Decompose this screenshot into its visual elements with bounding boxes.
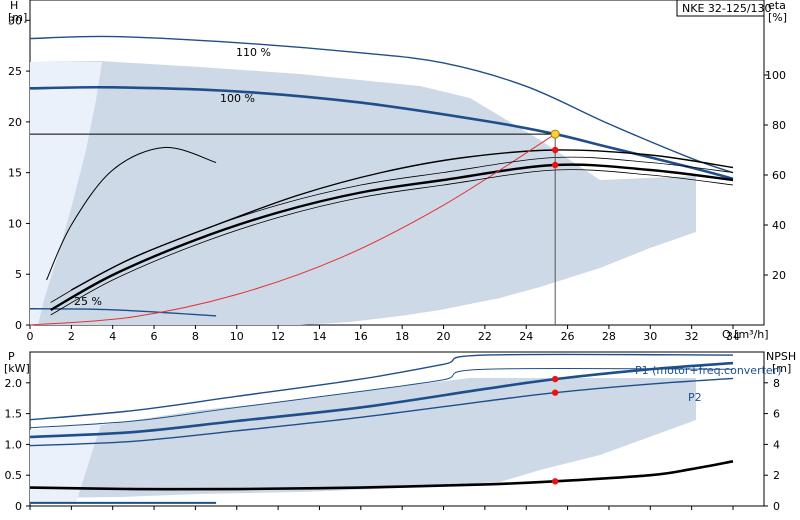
curve-eta-25	[46, 146, 217, 281]
bottom-left-axis-label: P	[8, 350, 15, 363]
bottom-right-axis-label: NPSH	[766, 350, 796, 363]
curve-bottom-P1low	[29, 367, 733, 429]
h-tick-label: 20	[8, 116, 22, 129]
top-left-axis-unit: [m]	[8, 11, 27, 24]
h-tick-label: 0	[15, 319, 22, 332]
x-tick-label: 8	[192, 330, 199, 343]
operating-range-area-bottom	[30, 378, 696, 498]
eta-tick-label: 80	[772, 119, 786, 132]
x-tick-label: 10	[230, 330, 244, 343]
x-tick-label: 32	[685, 330, 699, 343]
curve-bottom-P1motorfreqconverter	[29, 361, 734, 439]
top-right-axis-label: eta	[768, 0, 786, 12]
x-tick-label: 4	[109, 330, 116, 343]
x-tick-label: 34	[726, 330, 740, 343]
curve-bottom-P2	[29, 377, 734, 447]
h-tick-label: 30	[8, 14, 22, 27]
npsh-tick-label: 4	[773, 438, 780, 451]
eta-tick-label: 60	[772, 169, 786, 182]
duty-npsh-marker	[551, 478, 559, 485]
h-tick-label: 5	[15, 268, 22, 281]
curve-bottom-NPSH	[29, 460, 734, 491]
p-tick-label: 0.5	[5, 469, 23, 482]
label-25-percent: 25 %	[74, 295, 102, 308]
eta-tick-label: 40	[772, 219, 786, 232]
npsh-tick-label: 2	[773, 469, 780, 482]
top-x-axis-label: Q [m³/h]	[722, 328, 769, 341]
curve-system	[29, 133, 556, 326]
x-tick-label: 18	[395, 330, 409, 343]
chart-title: NKE 32-125/130	[682, 2, 772, 15]
bottom-left-axis-unit: [kW]	[4, 362, 30, 375]
npsh-tick-label: 8	[773, 377, 780, 390]
label-110-percent: 110 %	[236, 46, 271, 59]
label-p2: P2	[688, 391, 702, 404]
duty-point-marker	[550, 129, 560, 139]
x-tick-label: 0	[27, 330, 34, 343]
p-tick-label: 2.0	[5, 377, 23, 390]
p-tick-label: 1.5	[5, 408, 23, 421]
curve-110	[29, 35, 734, 174]
h-tick-label: 15	[8, 167, 22, 180]
p-tick-label: 1.0	[5, 438, 23, 451]
h-tick-label: 10	[8, 217, 22, 230]
top-right-axis-unit: [%]	[768, 11, 787, 24]
x-tick-label: 24	[519, 330, 533, 343]
x-tick-label: 6	[151, 330, 158, 343]
label-100-percent: 100 %	[220, 92, 255, 105]
x-tick-label: 26	[561, 330, 575, 343]
title-box	[676, 0, 765, 17]
curve-25	[29, 308, 217, 317]
curve-eta-100	[50, 163, 734, 312]
duty-p1-marker	[551, 375, 559, 383]
npsh-tick-label: 6	[773, 408, 780, 421]
curve-bottom-P1110	[29, 353, 733, 421]
label-p1: P1 (motor+freq.converter)	[635, 364, 782, 377]
top-left-axis-label: H	[10, 0, 18, 12]
bottom-right-axis-unit: [m]	[772, 362, 791, 375]
eta-point-marker	[551, 161, 559, 169]
x-tick-label: 12	[271, 330, 285, 343]
x-tick-label: 28	[602, 330, 616, 343]
h-tick-label: 25	[8, 65, 22, 78]
x-tick-label: 30	[643, 330, 657, 343]
eta-tick-label: 20	[772, 269, 786, 282]
npsh-tick-label: 0	[773, 500, 780, 513]
curve-eta-variant	[50, 156, 734, 303]
x-tick-label: 2	[68, 330, 75, 343]
low-speed-area-bottom	[30, 422, 102, 504]
duty-p2-marker	[551, 389, 559, 396]
eta-tick-label: 100	[765, 69, 786, 82]
x-tick-label: 20	[437, 330, 451, 343]
x-tick-label: 16	[354, 330, 368, 343]
p-tick-label: 0	[15, 500, 22, 513]
x-tick-label: 14	[312, 330, 326, 343]
low-speed-area-top	[30, 62, 102, 325]
eta-point-marker	[551, 146, 559, 154]
curve-100	[29, 85, 734, 181]
curve-eta-variant	[50, 169, 734, 316]
x-tick-label: 22	[478, 330, 492, 343]
